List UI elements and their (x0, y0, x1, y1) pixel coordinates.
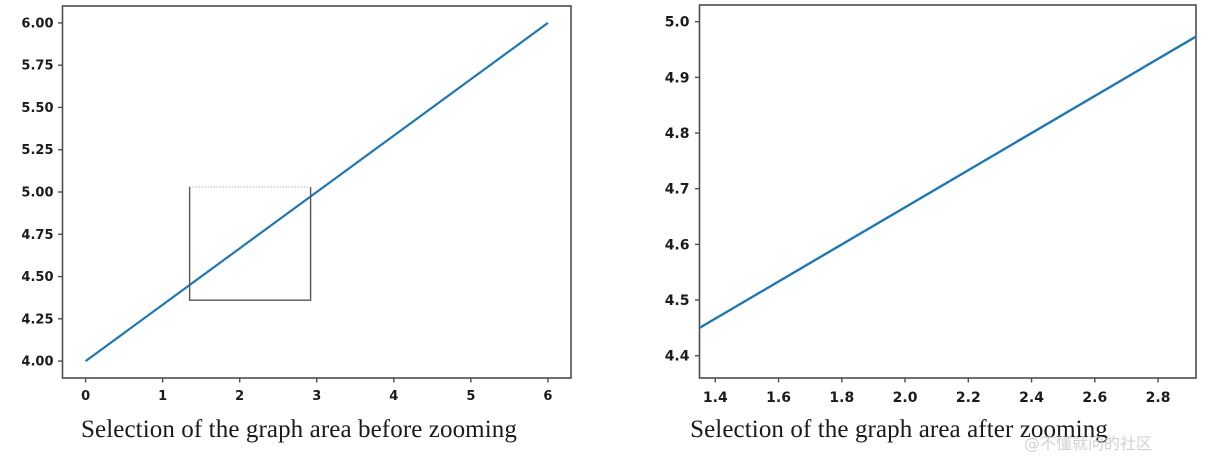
caption-after-zoom: Selection of the graph area after zoomin… (690, 416, 1108, 443)
y-axis-tick-label: 5.25 (21, 143, 53, 158)
y-axis-tick-label: 4.4 (665, 349, 690, 365)
x-axis-tick-label: 2.0 (893, 390, 918, 406)
x-axis-tick-label: 5 (466, 389, 475, 404)
panel-after-zoom: 1.4 1.6 1.8 2.0 2.2 2.4 2.6 2.8 4.4 4.5 4.6 4.7 4.8 4… (604, 0, 1208, 465)
caption-before-zoom: Selection of the graph area before zoomi… (81, 416, 517, 443)
chart-before-zoom: 0 1 2 3 4 5 6 4.00 4.25 4.50 4.75 5.00 5.25 5.50 5.75 6… (21, 5, 572, 404)
y-axis-tick-label: 4.5 (665, 293, 690, 309)
x-axis-tick-label: 6 (543, 389, 552, 404)
x-axis-tick-label: 2.8 (1146, 390, 1171, 406)
y-axis-tick-label: 5.75 (21, 59, 53, 74)
x-axis-tick-label: 2.4 (1019, 390, 1044, 406)
y-axis-tick-label: 4.75 (21, 228, 53, 243)
y-axis-tick-label: 4.7 (665, 182, 690, 198)
x-axis-tick-label: 1 (158, 389, 167, 404)
y-axis-tick-label: 6.00 (21, 16, 53, 31)
plot-frame (698, 4, 1197, 379)
y-axis-tick-label: 5.00 (21, 186, 53, 201)
x-axis-tick-label: 3 (312, 389, 321, 404)
chart-after-zoom: 1.4 1.6 1.8 2.0 2.2 2.4 2.6 2.8 4.4 4.5 4.6 4.7 4.8 4… (665, 4, 1197, 406)
panel-before-zoom: 0 1 2 3 4 5 6 4.00 4.25 4.50 4.75 5.00 5.25 5.50 5.75 6… (0, 0, 604, 465)
x-axis-tick-label: 1.8 (829, 390, 854, 406)
x-axis-tick-label: 1.4 (703, 390, 728, 406)
y-axis-tick-label: 4.00 (21, 355, 53, 370)
y-axis-tick-label: 5.0 (665, 15, 690, 31)
x-axis-tick-label: 2.6 (1082, 390, 1107, 406)
x-axis-tick-label: 0 (81, 389, 90, 404)
y-axis-tick-label: 4.8 (665, 126, 690, 142)
x-axis-tick-label: 2.2 (956, 390, 981, 406)
x-axis-tick-label: 1.6 (766, 390, 791, 406)
selection-rectangle[interactable] (188, 186, 312, 301)
y-axis-tick-label: 5.50 (21, 101, 53, 116)
x-axis-tick-label: 2 (235, 389, 244, 404)
data-line (698, 35, 1197, 329)
y-axis-tick-label: 4.25 (21, 312, 53, 327)
x-axis-tick-label: 4 (389, 389, 398, 404)
y-axis-tick-label: 4.6 (665, 237, 690, 253)
y-axis-tick-label: 4.50 (21, 270, 53, 285)
y-axis-tick-label: 4.9 (665, 70, 690, 86)
data-line (84, 22, 549, 362)
